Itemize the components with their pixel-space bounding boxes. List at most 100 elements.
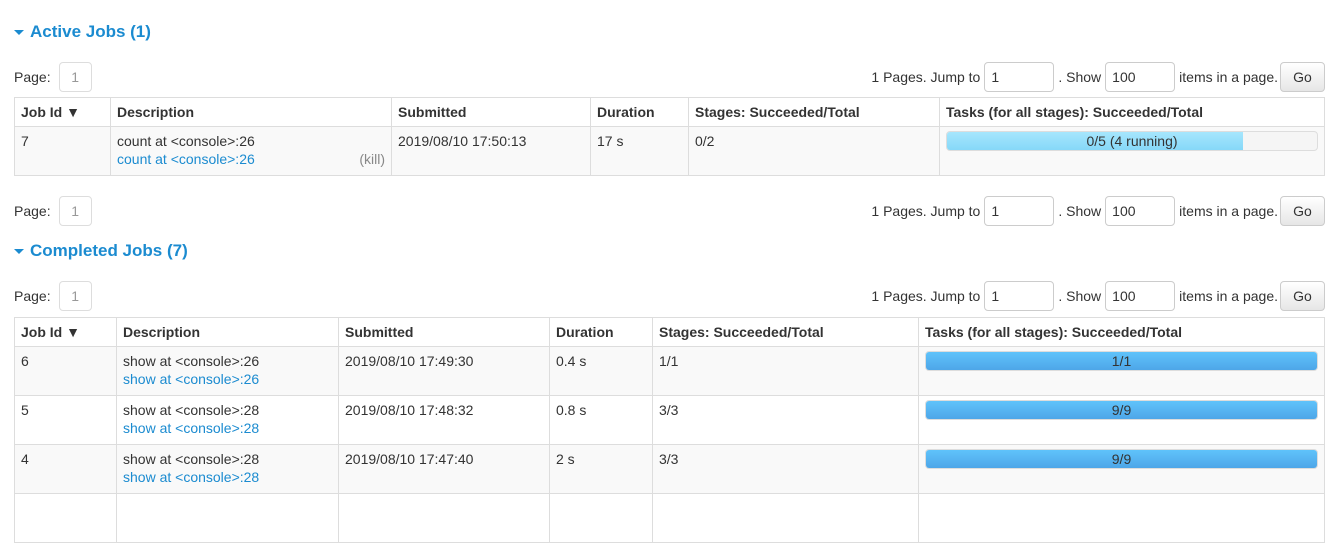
table-cell <box>549 493 653 543</box>
jump-to-page-input[interactable] <box>984 196 1055 226</box>
section-title: Active Jobs (1) <box>30 22 151 41</box>
column-header[interactable]: Duration <box>549 317 653 347</box>
stages-count: 0/2 <box>688 126 940 176</box>
duration: 2 s <box>549 444 653 494</box>
tasks-progress-cell: 1/1 <box>918 346 1325 396</box>
job-id: 7 <box>14 126 111 176</box>
page-number-link[interactable]: 1 <box>58 62 92 92</box>
jump-to-page-input[interactable] <box>984 281 1055 311</box>
description-line: show at <console>:28 <box>123 469 332 485</box>
job-detail-link[interactable]: show at <console>:26 <box>123 371 260 387</box>
tasks-progress-bar: 0/5 (4 running) <box>946 131 1318 151</box>
job-row-partial <box>14 493 1325 543</box>
column-header[interactable]: Job Id ▼ <box>14 317 117 347</box>
description-line: show at <console>:28 <box>123 420 332 436</box>
tasks-progress-bar: 9/9 <box>925 400 1318 420</box>
description-line: (kill) count at <console>:26 <box>117 151 385 167</box>
section-title: Completed Jobs (7) <box>30 241 188 260</box>
page-number-link[interactable]: 1 <box>58 281 92 311</box>
completed-jobs-table: Job Id ▼ Description Submitted Duration Stag… <box>14 317 1325 543</box>
column-header[interactable]: Stages: Succeeded/Total <box>688 97 940 127</box>
tasks-progress-cell: 0/5 (4 running) <box>939 126 1325 176</box>
job-id: 6 <box>14 346 117 396</box>
go-button[interactable]: Go <box>1280 196 1325 226</box>
table-cell <box>116 493 339 543</box>
column-header[interactable]: Submitted <box>338 317 550 347</box>
column-header[interactable]: Description <box>116 317 339 347</box>
column-header[interactable]: Description <box>110 97 392 127</box>
progress-text: 1/1 <box>1111 353 1132 369</box>
active-pager-top: Page: 1 1 Pages. Jump to . Show items in a p… <box>14 62 1325 92</box>
job-id: 5 <box>14 395 117 445</box>
table-cell <box>652 493 919 543</box>
show-text: . Show <box>1058 288 1102 304</box>
stages-count: 1/1 <box>652 346 919 396</box>
job-id: 4 <box>14 444 117 494</box>
stages-count: 3/3 <box>652 395 919 445</box>
duration: 0.4 s <box>549 346 653 396</box>
job-description: count at <console>:26 (kill) count at <con… <box>110 126 392 176</box>
column-header[interactable]: Duration <box>590 97 689 127</box>
stages-count: 3/3 <box>652 444 919 494</box>
jump-to-page-input[interactable] <box>984 62 1055 92</box>
column-header[interactable]: Stages: Succeeded/Total <box>652 317 919 347</box>
items-text: items in a page. <box>1179 69 1278 85</box>
pagination-controls: 1 Pages. Jump to . Show items in a page.Go <box>871 281 1325 311</box>
job-row: 6 show at <console>:26 show at <console>:2… <box>14 346 1325 396</box>
page-label: Page: <box>14 203 51 219</box>
pages-text: 1 Pages. Jump to <box>871 203 981 219</box>
pages-text: 1 Pages. Jump to <box>871 288 981 304</box>
column-header[interactable]: Submitted <box>391 97 591 127</box>
show-text: . Show <box>1058 203 1102 219</box>
pagination-controls: 1 Pages. Jump to . Show items in a page.Go <box>871 62 1325 92</box>
tasks-progress-cell: 9/9 <box>918 395 1325 445</box>
page-number-link[interactable]: 1 <box>58 196 92 226</box>
duration: 0.8 s <box>549 395 653 445</box>
progress-running-fill <box>947 132 1243 150</box>
progress-succeeded-fill <box>926 401 1317 419</box>
page-label: Page: <box>14 69 51 85</box>
submitted-time: 2019/08/10 17:47:40 <box>338 444 550 494</box>
description-text: show at <console>:28 <box>123 451 260 467</box>
progress-succeeded-fill <box>926 450 1317 468</box>
job-description: show at <console>:28 show at <console>:28 <box>116 395 339 445</box>
description-line: show at <console>:26 <box>123 371 332 387</box>
items-text: items in a page. <box>1179 203 1278 219</box>
job-detail-link[interactable]: count at <console>:26 <box>117 151 255 167</box>
page-size-input[interactable] <box>1105 281 1176 311</box>
job-detail-link[interactable]: show at <console>:28 <box>123 469 260 485</box>
collapse-triangle-icon <box>14 248 24 254</box>
active-jobs-header[interactable]: Active Jobs (1) <box>14 22 151 42</box>
progress-text: 0/5 (4 running) <box>1086 133 1178 149</box>
page-size-input[interactable] <box>1105 62 1176 92</box>
description-text: show at <console>:28 <box>123 402 260 418</box>
column-header[interactable]: Job Id ▼ <box>14 97 111 127</box>
show-text: . Show <box>1058 69 1102 85</box>
job-detail-link[interactable]: show at <console>:28 <box>123 420 260 436</box>
tasks-progress-bar: 1/1 <box>925 351 1318 371</box>
description-text: show at <console>:26 <box>123 353 260 369</box>
job-row: 5 show at <console>:28 show at <console>:2… <box>14 395 1325 445</box>
collapse-triangle-icon <box>14 29 24 35</box>
progress-text: 9/9 <box>1111 402 1132 418</box>
tasks-progress-cell: 9/9 <box>918 444 1325 494</box>
go-button[interactable]: Go <box>1280 62 1325 92</box>
page-label: Page: <box>14 288 51 304</box>
job-description: show at <console>:28 show at <console>:28 <box>116 444 339 494</box>
page-size-input[interactable] <box>1105 196 1176 226</box>
kill-link[interactable]: (kill) <box>359 151 385 167</box>
column-header[interactable]: Tasks (for all stages): Succeeded/Total <box>939 97 1325 127</box>
header-row: Job Id ▼ Description Submitted Duration Stag… <box>14 317 1325 347</box>
progress-text: 9/9 <box>1111 451 1132 467</box>
table-cell <box>338 493 550 543</box>
active-pager-bottom: Page: 1 1 Pages. Jump to . Show items in a p… <box>14 196 1325 226</box>
submitted-time: 2019/08/10 17:50:13 <box>391 126 591 176</box>
completed-pager-top: Page: 1 1 Pages. Jump to . Show items in a p… <box>14 281 1325 311</box>
header-row: Job Id ▼ Description Submitted Duration Stag… <box>14 97 1325 127</box>
completed-jobs-header[interactable]: Completed Jobs (7) <box>14 241 188 261</box>
job-description: show at <console>:26 show at <console>:26 <box>116 346 339 396</box>
column-header[interactable]: Tasks (for all stages): Succeeded/Total <box>918 317 1325 347</box>
go-button[interactable]: Go <box>1280 281 1325 311</box>
duration: 17 s <box>590 126 689 176</box>
progress-succeeded-fill <box>926 352 1317 370</box>
